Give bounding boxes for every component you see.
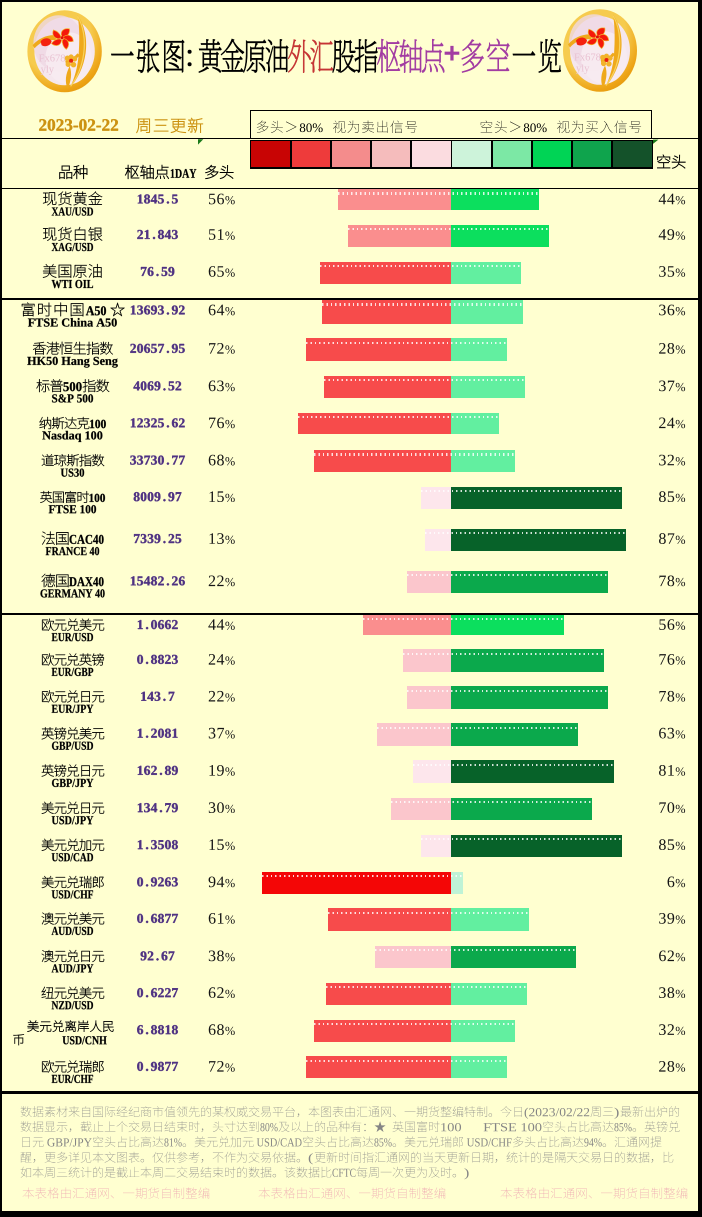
svg-text:yly: yly (41, 64, 55, 75)
svg-text:Fx678: Fx678 (574, 53, 601, 64)
svg-text:yly: yly (576, 64, 590, 75)
svg-text:Fx678: Fx678 (39, 53, 66, 64)
